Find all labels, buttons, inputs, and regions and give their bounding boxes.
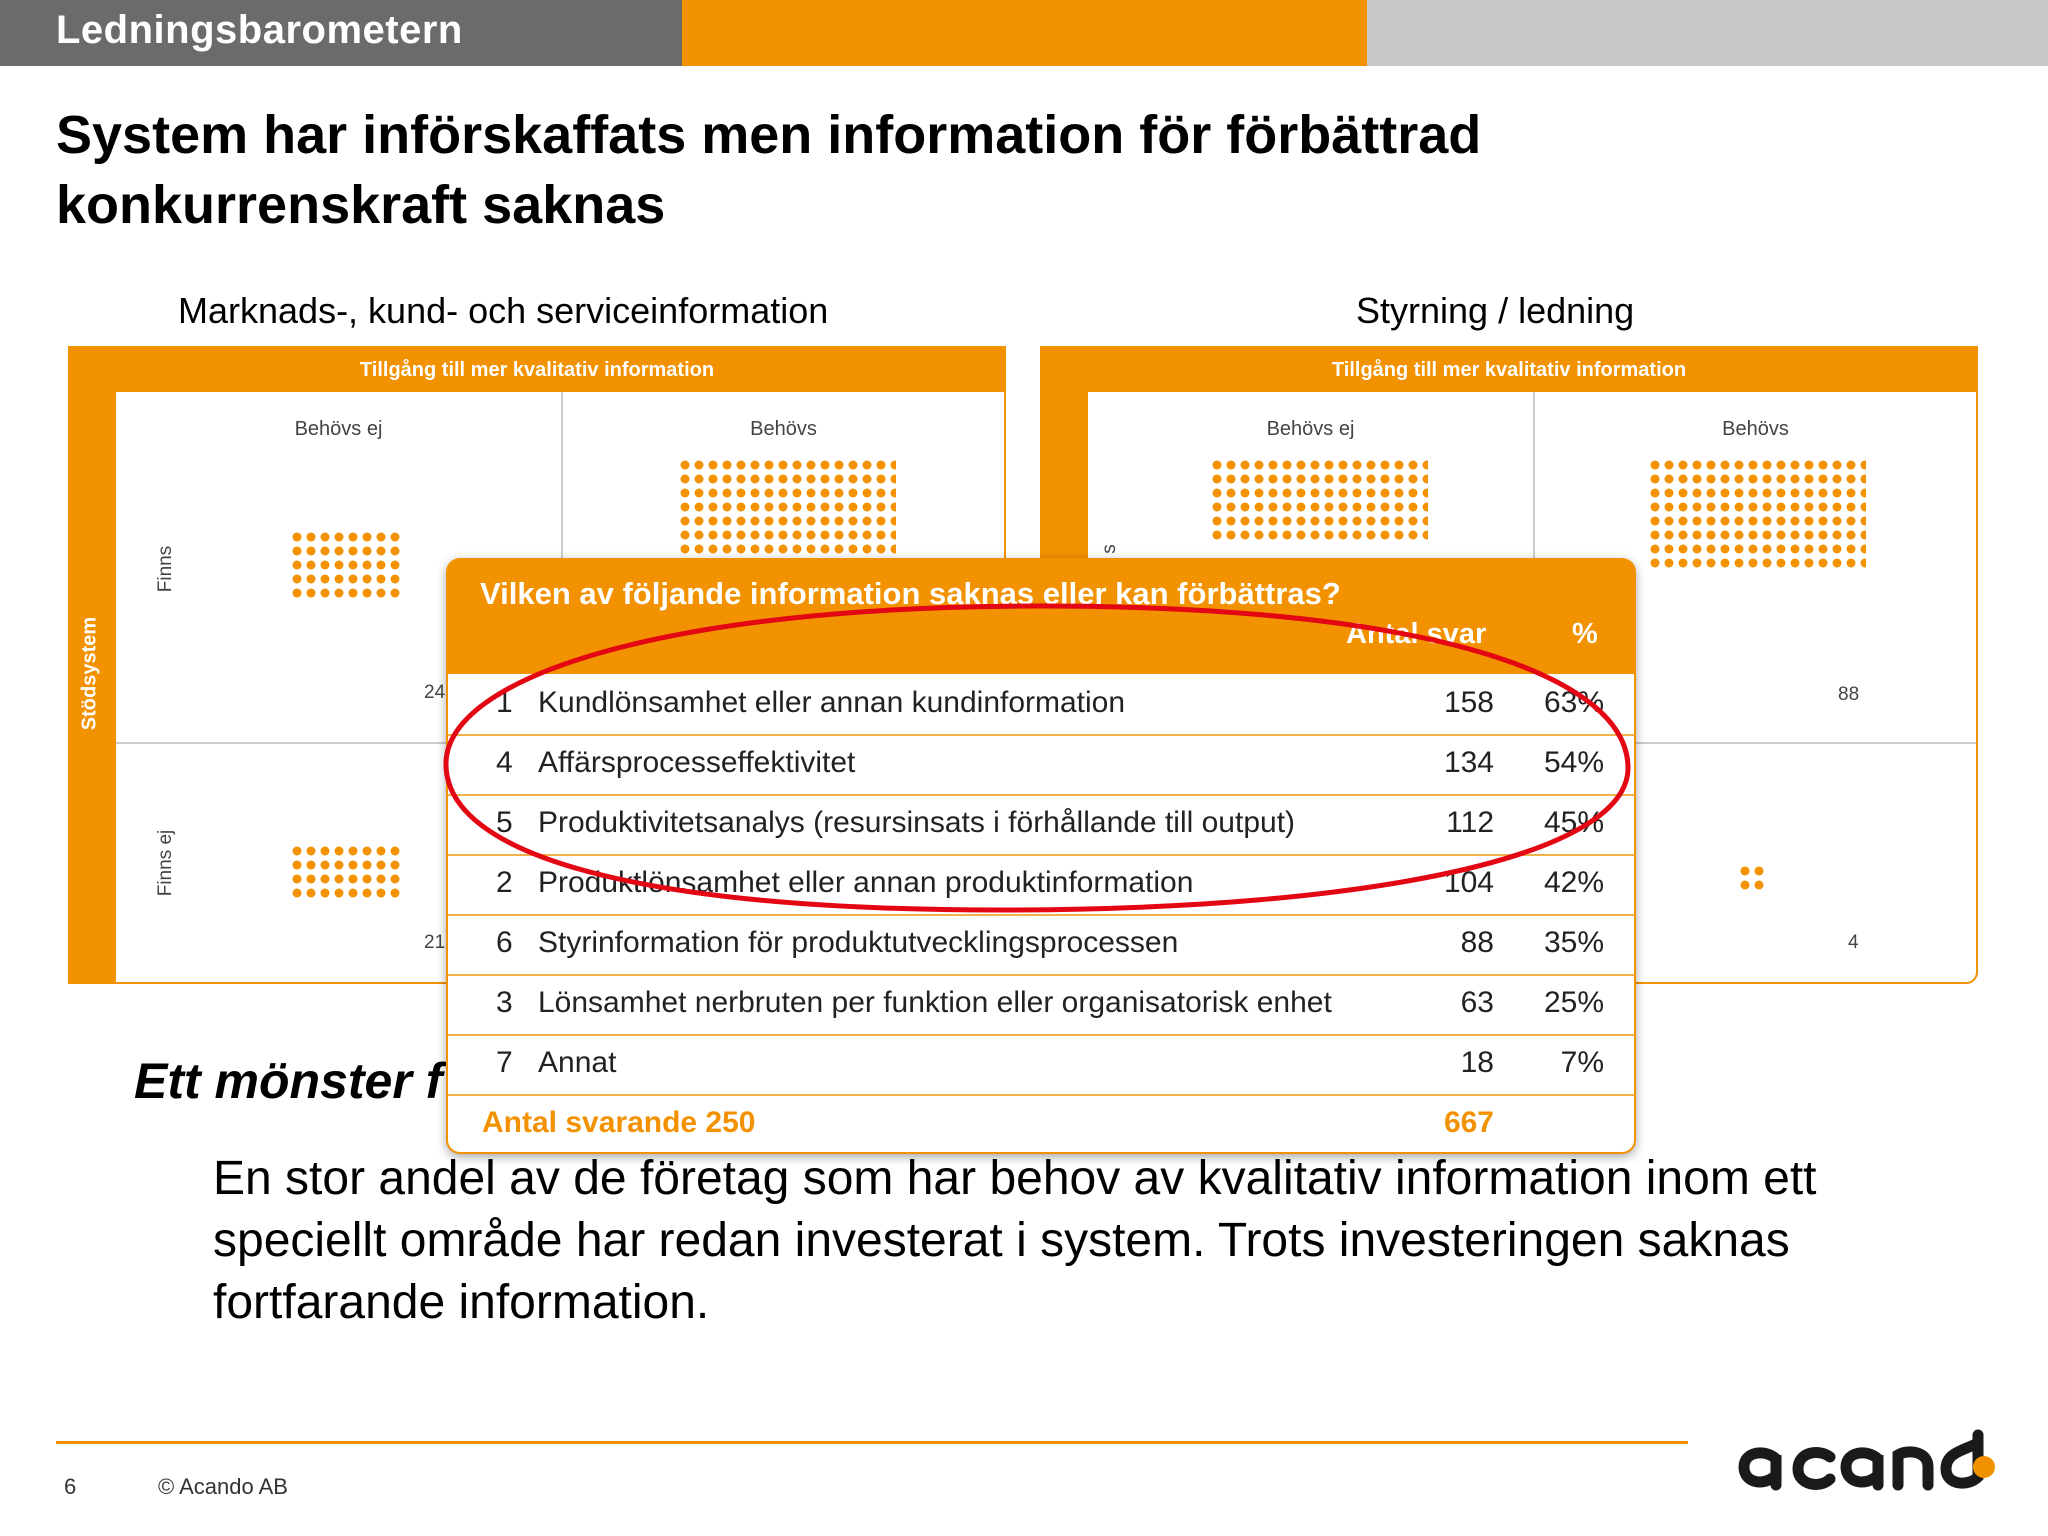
pattern-heading: Ett mönster f: [134, 1053, 443, 1109]
right-top-band: Tillgång till mer kvalitativ information: [1042, 348, 1976, 392]
footer-line: [56, 1441, 1688, 1444]
dot-cluster-top-left: [292, 532, 402, 598]
acando-logo: [1738, 1429, 1995, 1491]
highlight-ellipse: [443, 603, 1631, 913]
row-index: 2: [496, 866, 513, 899]
row-percent: 42%: [1543, 866, 1604, 899]
slide-title-line2: konkurrenskraft saknas: [56, 175, 666, 235]
slide-title: System har införskaffats men information…: [56, 100, 1756, 240]
table-footer-label: Antal svarande 250: [482, 1106, 756, 1139]
right-col-head-right: Behövs: [1722, 418, 1789, 440]
row-count: 63: [1460, 986, 1494, 1019]
left-top-band: Tillgång till mer kvalitativ information: [70, 348, 1004, 392]
row-index: 6: [496, 926, 513, 959]
row-label: Kundlönsamhet eller annan kundinformatio…: [538, 686, 1126, 719]
table-row: 4 Affärsprocesseffektivitet 134 54%: [448, 734, 1634, 796]
table-row: 7 Annat 18 7%: [448, 1034, 1634, 1096]
header-bar-orange: [682, 0, 1367, 66]
row-percent: 35%: [1543, 926, 1604, 959]
slide-title-line1: System har införskaffats men information…: [56, 105, 1482, 165]
left-col-head-right: Behövs: [750, 418, 817, 440]
left-side-band: Stödsystem: [70, 392, 116, 982]
row-index: 5: [496, 806, 513, 839]
row-count: 18: [1460, 1046, 1494, 1079]
row-percent: 54%: [1543, 746, 1604, 779]
header-title: Ledningsbarometern: [56, 8, 463, 52]
row-count: 112: [1446, 806, 1494, 839]
table-row: 6 Styrinformation för produktutvecklings…: [448, 914, 1634, 976]
left-section-label: Marknads-, kund- och serviceinformation: [178, 290, 829, 331]
right-count-top: 88: [1838, 684, 1860, 705]
survey-table: Vilken av följande information saknas el…: [446, 558, 1636, 1154]
table-row: 3 Lönsamhet nerbruten per funktion eller…: [448, 974, 1634, 1036]
page-number: 6: [64, 1474, 77, 1499]
dot-cluster-bottom-left: [292, 846, 402, 902]
body-text: En stor andel av de företag som har beho…: [213, 1152, 1817, 1329]
row-count: 158: [1443, 686, 1494, 719]
row-label: Styrinformation för produktutvecklingspr…: [538, 926, 1179, 959]
left-col-head-left: Behövs ej: [294, 418, 383, 440]
row-index: 3: [496, 986, 513, 1019]
table-body: 1 Kundlönsamhet eller annan kundinformat…: [448, 674, 1634, 1152]
row-count: 88: [1460, 926, 1494, 959]
left-row-label-top: Finns: [155, 545, 176, 593]
dot-cluster-right-top-right: [1650, 460, 1866, 570]
row-index: 7: [496, 1046, 513, 1079]
table-footer-total: 667: [1443, 1106, 1494, 1139]
left-count-top: 24: [424, 682, 446, 703]
left-count-bottom: 21: [424, 932, 446, 953]
table-row: 5 Produktivitetsanalys (resursinsats i f…: [448, 794, 1634, 856]
right-count-bottom: 4: [1848, 932, 1859, 953]
table-title: Vilken av följande information saknas el…: [480, 576, 1341, 611]
copyright: © Acando AB: [158, 1474, 288, 1499]
right-section-label: Styrning / ledning: [1356, 290, 1635, 331]
dot-cluster-right-bottom-right: [1740, 866, 1768, 894]
row-percent: 25%: [1543, 986, 1604, 1019]
left-row-label-bottom: Finns ej: [155, 829, 176, 897]
left-side-band-label: Stödsystem: [78, 616, 101, 731]
row-label: Affärsprocesseffektivitet: [538, 746, 856, 779]
row-index: 4: [496, 746, 513, 779]
row-label: Produktivitetsanalys (resursinsats i för…: [538, 806, 1296, 839]
dot-cluster-top-right: [680, 460, 896, 556]
row-label: Lönsamhet nerbruten per funktion eller o…: [538, 986, 1332, 1019]
header-bar-grey: [0, 0, 682, 66]
row-label: Annat: [538, 1046, 617, 1079]
header-bar-light: [1367, 0, 2048, 66]
right-col-head-left: Behövs ej: [1266, 418, 1355, 440]
row-count: 134: [1443, 746, 1494, 779]
table-row: 1 Kundlönsamhet eller annan kundinformat…: [448, 674, 1634, 736]
dot-cluster-right-top-left: [1212, 460, 1428, 542]
table-col-pct-header: %: [1572, 618, 1598, 650]
row-percent: 7%: [1560, 1046, 1604, 1079]
